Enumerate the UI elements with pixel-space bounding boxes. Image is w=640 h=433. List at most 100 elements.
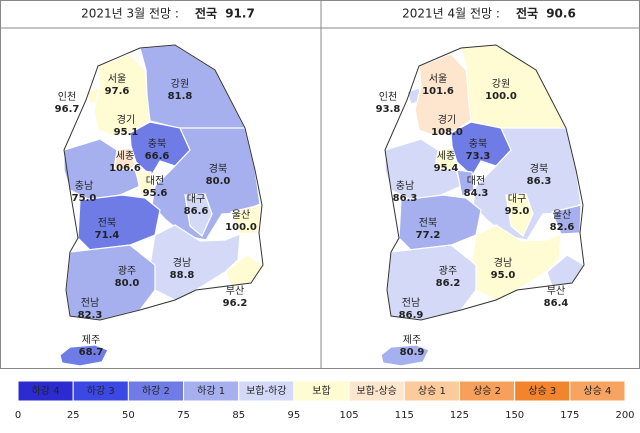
region-value: 86.9 (399, 310, 424, 321)
region-value: 71.4 (95, 230, 120, 241)
region (135, 169, 154, 197)
region-value: 86.3 (393, 193, 418, 204)
region-name: 부산 (226, 285, 244, 297)
region-value: 86.3 (527, 176, 552, 187)
region-name: 경남 (494, 256, 512, 269)
region-value: 80.9 (400, 347, 425, 358)
legend-tick: 0 (15, 410, 21, 421)
legend-label: 하강 2 (142, 384, 170, 397)
region-value: 96.2 (223, 298, 248, 309)
region-value: 81.8 (168, 91, 193, 102)
region-name: 충남 (396, 180, 414, 192)
region-value: 82.6 (550, 222, 575, 233)
region (460, 44, 567, 133)
region-name: 대구 (187, 193, 205, 205)
legend-tick: 115 (395, 410, 414, 421)
region (184, 193, 213, 237)
region-name: 울산 (553, 209, 571, 221)
legend-tick: 175 (560, 410, 579, 421)
region-value: 95.1 (114, 127, 139, 138)
panel-title: 2021년 4월 전망 : (402, 7, 500, 21)
region-value: 77.2 (416, 230, 441, 241)
legend-tick: 125 (450, 410, 469, 421)
region-name: 전북 (419, 217, 437, 229)
national-label: 전국 (195, 6, 217, 21)
region-value: 86.6 (184, 206, 209, 217)
outline (63, 44, 264, 321)
region-name: 경기 (117, 113, 135, 126)
region-name: 전남 (81, 297, 99, 309)
region-name: 인천 (379, 91, 397, 103)
legend-tick: 200 (615, 410, 634, 421)
region (139, 44, 246, 133)
region-name: 부산 (547, 285, 565, 297)
region-value: 95.4 (434, 163, 459, 174)
legend-tick: 85 (232, 410, 245, 421)
region-value: 84.3 (464, 188, 489, 199)
legend-label: 하강 4 (32, 384, 60, 397)
national-value: 91.7 (225, 7, 255, 21)
region-value: 86.2 (436, 278, 461, 289)
region (65, 244, 156, 321)
region-name: 전북 (98, 217, 116, 229)
region-name: 울산 (232, 209, 250, 221)
legend-tick: 25 (67, 410, 80, 421)
region-name: 충남 (75, 180, 93, 192)
region-value: 66.6 (145, 151, 170, 162)
region-value: 73.3 (466, 151, 491, 162)
region-name: 광주 (118, 265, 136, 277)
region-value: 100.0 (225, 222, 257, 233)
region-name: 세종 (116, 150, 134, 162)
legend-label: 상승 2 (473, 385, 501, 397)
region (386, 244, 477, 321)
panel-title: 2021년 3월 전망 : (81, 7, 179, 21)
region-value: 75.0 (72, 193, 97, 204)
legend-label: 보합-상승 (356, 385, 396, 397)
region-name: 경북 (530, 162, 548, 175)
region-name: 서울 (108, 73, 126, 85)
region-value: 82.3 (78, 310, 103, 321)
region-value: 68.7 (79, 347, 104, 358)
legend-label: 하강 3 (87, 384, 115, 397)
legend-label: 상승 4 (583, 385, 611, 397)
region (450, 121, 512, 177)
legend-tick: 50 (122, 410, 135, 421)
region (129, 121, 191, 177)
region-value: 96.7 (55, 104, 80, 115)
region-value: 80.0 (206, 176, 231, 187)
legend-label: 상승 3 (528, 385, 556, 397)
region-name: 세종 (437, 150, 455, 162)
region-name: 충북 (148, 138, 166, 150)
legend-tick: 150 (505, 410, 524, 421)
region-name: 충북 (469, 138, 487, 150)
region-value: 106.6 (109, 163, 141, 174)
region (59, 344, 109, 367)
region-value: 86.4 (544, 298, 569, 309)
region-name: 강원 (171, 78, 189, 90)
region-name: 광주 (439, 265, 457, 277)
legend-tick: 95 (288, 410, 301, 421)
maps: 2021년 3월 전망 : 전국 91.7서울97.6인천96.7경기95.1강원8… (55, 6, 585, 367)
region (456, 169, 475, 197)
region-name: 경남 (173, 256, 191, 269)
national-label: 전국 (516, 6, 538, 21)
region-name: 제주 (403, 334, 421, 346)
legend-label: 하강 1 (197, 384, 225, 397)
region-name: 경북 (209, 162, 227, 175)
region-name: 인천 (58, 91, 76, 103)
region-value: 95.0 (505, 206, 530, 217)
region-value: 108.0 (431, 127, 463, 138)
outline (384, 44, 585, 321)
region-value: 88.8 (170, 270, 195, 281)
map-panel: 2021년 3월 전망 : 전국 91.7서울97.6인천96.7경기95.1강원8… (55, 6, 264, 367)
region-value: 101.6 (422, 86, 454, 97)
region-name: 강원 (492, 78, 510, 90)
legend-tick: 105 (340, 410, 359, 421)
region-name: 경기 (438, 113, 456, 126)
region-name: 대전 (146, 175, 164, 187)
region (380, 344, 430, 367)
region-value: 95.6 (143, 188, 168, 199)
region-value: 100.0 (485, 91, 517, 102)
